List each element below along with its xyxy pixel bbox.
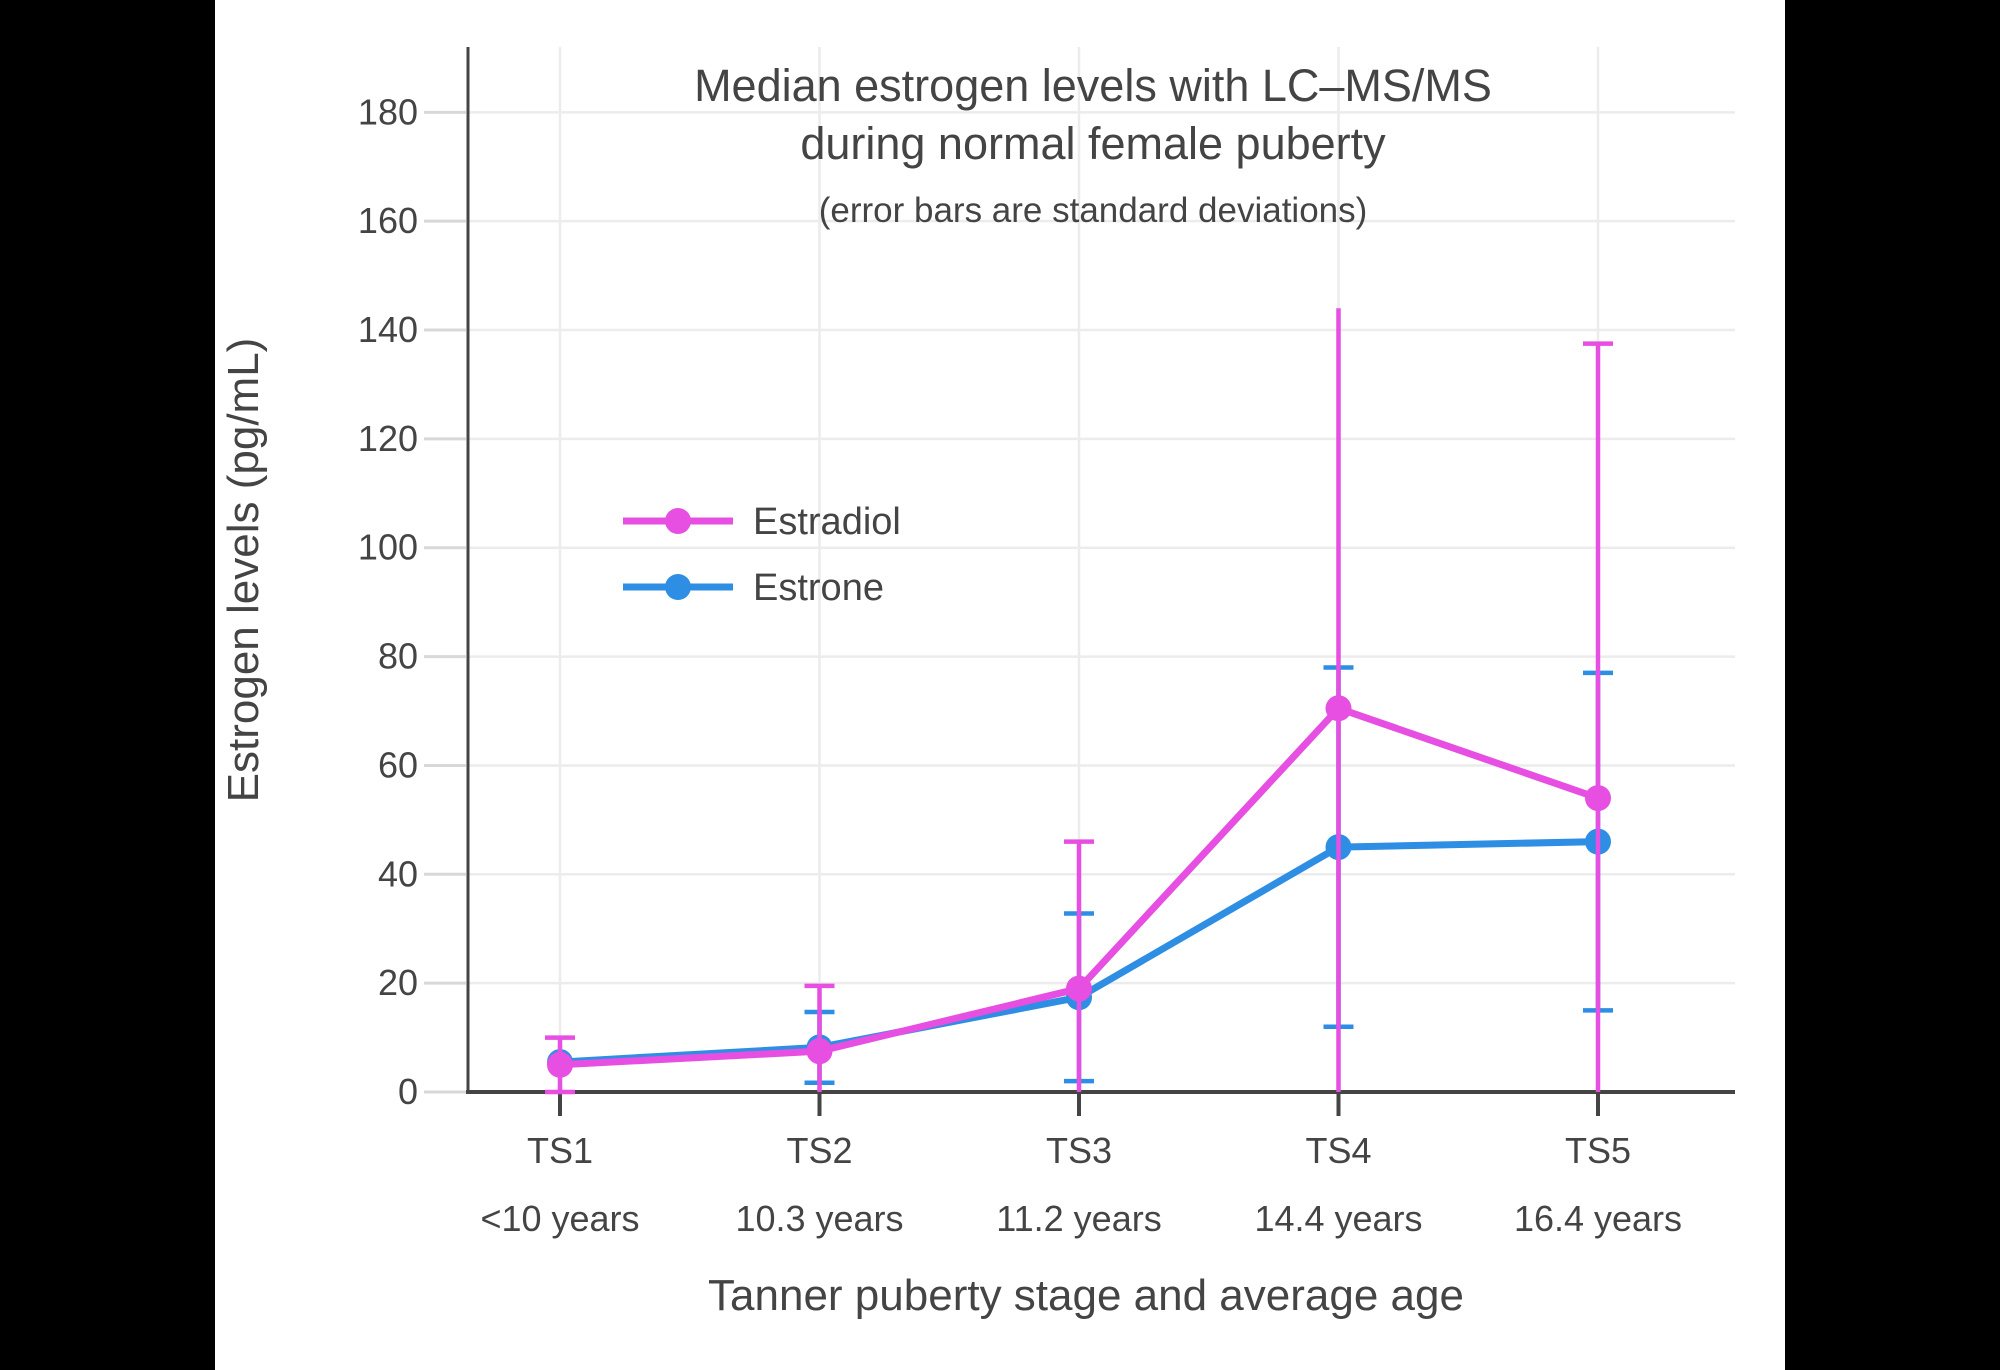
y-tick-label: 180	[358, 91, 418, 132]
data-point	[806, 1038, 833, 1065]
y-tick-label: 20	[378, 962, 418, 1003]
series-layer	[545, 308, 1613, 1095]
ticks-layer	[424, 110, 1600, 1116]
category-label: TS3	[1046, 1130, 1112, 1171]
y-tick-label: 40	[378, 853, 418, 894]
y-tick-label: 160	[358, 200, 418, 241]
error-bar	[1583, 341, 1613, 1092]
category-age-label: 10.3 years	[735, 1198, 903, 1239]
category-age-label: 14.4 years	[1254, 1198, 1422, 1239]
estrone-legend-marker	[665, 574, 691, 600]
chart-subtitle: (error bars are standard deviations)	[819, 191, 1368, 230]
y-tick-label: 60	[378, 744, 418, 785]
chart-title-line-2: during normal female puberty	[800, 118, 1386, 169]
estradiol-legend-marker	[665, 508, 691, 534]
category-label: TS2	[786, 1130, 852, 1171]
y-tick-label: 120	[358, 418, 418, 459]
estrone-legend-label: Estrone	[753, 567, 884, 609]
x-axis-title: Tanner puberty stage and average age	[708, 1271, 1464, 1320]
legend: Estradiol Estrone	[623, 501, 901, 609]
category-age-label: 11.2 years	[996, 1198, 1161, 1239]
letterbox-left	[0, 0, 215, 1370]
data-point	[1325, 695, 1352, 722]
chart-title-line-1: Median estrogen levels with LC–MS/MS	[694, 60, 1492, 111]
legend-item-estradiol: Estradiol	[623, 501, 901, 543]
data-point	[547, 1051, 573, 1078]
category-age-label: 16.4 years	[1514, 1198, 1682, 1239]
estradiol-legend-label: Estradiol	[753, 501, 901, 543]
category-label: TS5	[1565, 1130, 1631, 1171]
series-estradiol	[545, 308, 1613, 1095]
chart-canvas-background	[215, 0, 1785, 1370]
category-label: TS1	[527, 1130, 593, 1171]
category-age-label: <10 years	[480, 1198, 639, 1239]
data-point	[1066, 975, 1092, 1002]
y-tick-label: 100	[358, 527, 418, 568]
y-tick-label: 140	[358, 309, 418, 350]
tick-labels-layer: 0 20 40 60 80 100 120 140 160 180 TS1 <10 years TS2 1…	[358, 91, 1682, 1239]
letterbox-right	[1785, 0, 2000, 1370]
category-label: TS4	[1305, 1130, 1371, 1171]
y-tick-label: 80	[378, 636, 418, 677]
legend-item-estrone: Estrone	[623, 567, 884, 609]
y-tick-label: 0	[398, 1071, 418, 1112]
error-bar	[1064, 839, 1094, 1092]
y-axis-title: Estrogen levels (pg/mL)	[219, 338, 268, 803]
data-point	[1585, 785, 1611, 812]
